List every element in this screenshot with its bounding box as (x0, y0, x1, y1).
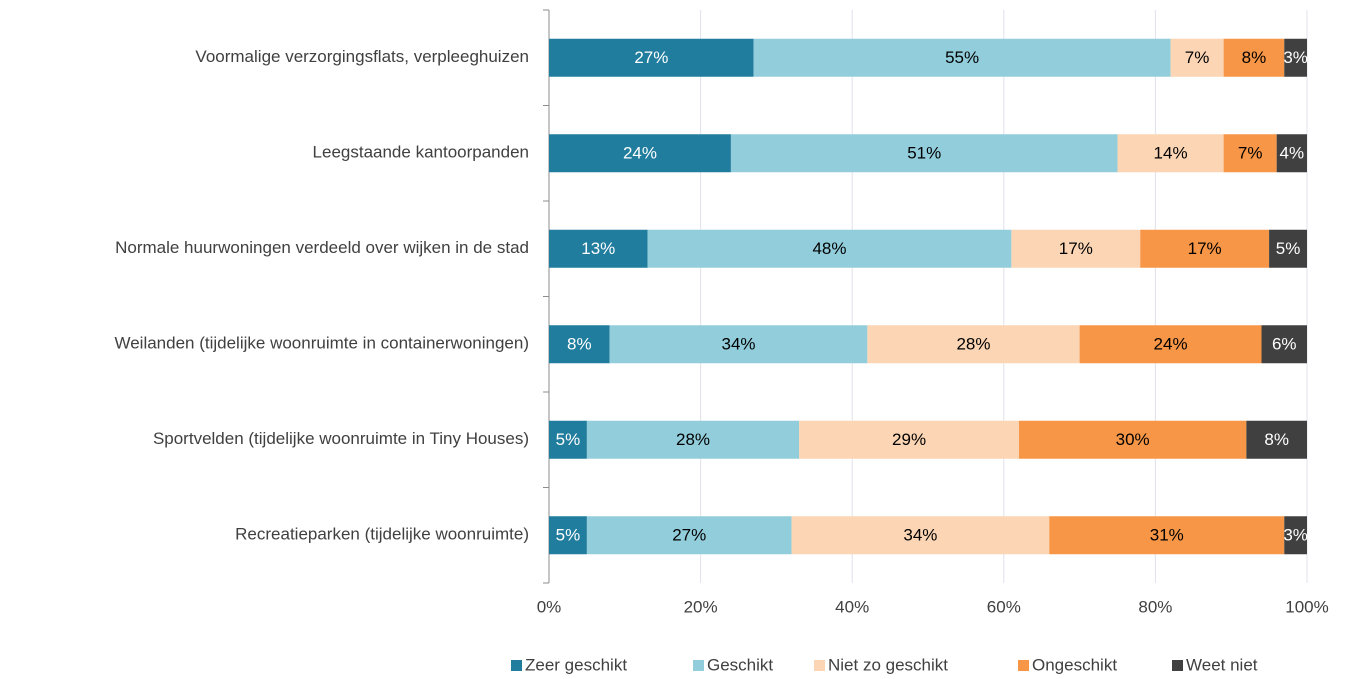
legend-swatch (511, 660, 522, 671)
bar-segment (549, 229, 648, 268)
data-label: 29% (892, 430, 926, 449)
data-label: 30% (1116, 430, 1150, 449)
y-tick-label: Weilanden (tijdelijke woonruimte in cont… (114, 334, 529, 353)
legend-swatch (1018, 660, 1029, 671)
bar-segment (1170, 38, 1224, 77)
bar-segment (1140, 229, 1270, 268)
legend-label: Weet niet (1186, 655, 1258, 674)
legend-swatch (814, 660, 825, 671)
bar-segment (1223, 38, 1285, 77)
bar-segment (1049, 516, 1285, 555)
data-label: 17% (1188, 239, 1222, 258)
data-label: 31% (1150, 526, 1184, 545)
y-tick-label: Sportvelden (tijdelijke woonruimte in Ti… (153, 429, 529, 448)
data-label: 34% (903, 526, 937, 545)
bar-segment (1261, 325, 1307, 364)
data-label: 4% (1280, 144, 1305, 163)
bar-segment (1276, 134, 1307, 173)
legend-swatch (693, 660, 704, 671)
legend-label: Niet zo geschikt (828, 655, 948, 674)
data-label: 3% (1283, 526, 1308, 545)
data-label: 5% (556, 430, 581, 449)
bar-segment (549, 38, 754, 77)
bar-segment (549, 420, 587, 459)
data-label: 28% (956, 335, 990, 354)
bar-segment (1284, 38, 1307, 77)
data-label: 27% (634, 48, 668, 67)
data-label: 3% (1283, 48, 1308, 67)
data-label: 8% (1242, 48, 1267, 67)
data-label: 8% (1264, 430, 1289, 449)
legend-label: Ongeschikt (1032, 655, 1117, 674)
data-label: 55% (945, 48, 979, 67)
bar-segment (1079, 325, 1262, 364)
bar-segment (609, 325, 868, 364)
legend-swatch (1172, 660, 1183, 671)
bar-segment (799, 420, 1019, 459)
y-tick-label: Normale huurwoningen verdeeld over wijke… (115, 238, 529, 257)
bar-segment (549, 516, 587, 555)
data-label: 34% (721, 335, 755, 354)
data-label: 7% (1185, 48, 1210, 67)
data-label: 5% (1276, 239, 1301, 258)
bar-segment (867, 325, 1080, 364)
data-label: 6% (1272, 335, 1297, 354)
bar-segment (1284, 516, 1307, 555)
bar-segment (730, 134, 1118, 173)
y-tick-label: Leegstaande kantoorpanden (313, 143, 529, 162)
bar-segment (753, 38, 1171, 77)
bar-segment (586, 420, 800, 459)
bar-segment (791, 516, 1050, 555)
bar-segment (647, 229, 1012, 268)
bar-segment (1246, 420, 1307, 459)
data-label: 27% (672, 526, 706, 545)
data-label: 14% (1154, 144, 1188, 163)
data-label: 24% (623, 144, 657, 163)
data-label: 8% (567, 335, 592, 354)
bar-segment (1018, 420, 1247, 459)
bar-segment (549, 134, 731, 173)
x-tick-label: 0% (537, 597, 562, 616)
bar-segment (1269, 229, 1307, 268)
bar-segment (586, 516, 792, 555)
x-tick-label: 20% (684, 597, 718, 616)
data-label: 51% (907, 144, 941, 163)
data-label: 13% (581, 239, 615, 258)
bar-segment (1011, 229, 1141, 268)
legend-label: Geschikt (707, 655, 773, 674)
data-label: 17% (1059, 239, 1093, 258)
x-tick-label: 80% (1138, 597, 1172, 616)
data-label: 48% (812, 239, 846, 258)
x-tick-label: 40% (835, 597, 869, 616)
data-label: 7% (1238, 144, 1263, 163)
legend-label: Zeer geschikt (525, 655, 627, 674)
x-tick-label: 60% (987, 597, 1021, 616)
bar-segment (1223, 134, 1277, 173)
data-label: 5% (556, 526, 581, 545)
y-tick-label: Recreatieparken (tijdelijke woonruimte) (235, 525, 529, 544)
data-label: 24% (1154, 335, 1188, 354)
bar-segment (549, 325, 610, 364)
x-tick-label: 100% (1285, 597, 1328, 616)
y-tick-label: Voormalige verzorgingsflats, verpleeghui… (195, 47, 529, 66)
data-label: 28% (676, 430, 710, 449)
bar-segment (1117, 134, 1224, 173)
